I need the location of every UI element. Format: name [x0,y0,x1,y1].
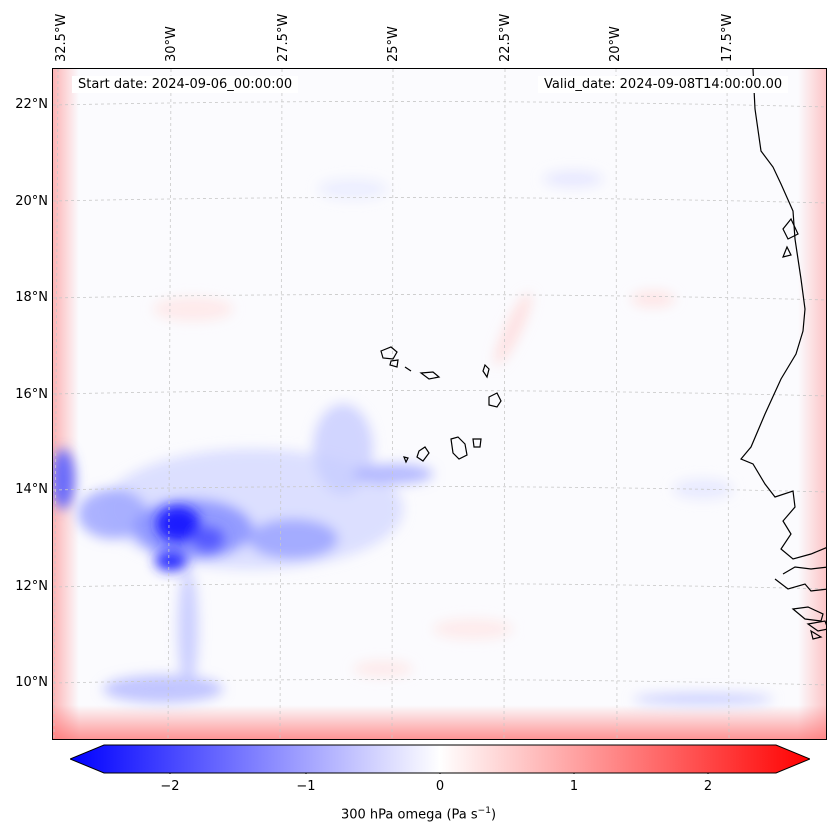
lon-label-30w: 30°W [164,26,179,62]
lon-label-22-5w: 22.5°W [498,13,513,62]
lon-label-32-5w: 32.5°W [54,13,69,62]
ascent-cluster [53,404,433,703]
colorbar-label: 300 hPa omega (Pa s−1) [340,806,497,823]
lon-label-17-5w: 17.5°W [720,13,735,62]
map-panel[interactable] [52,68,827,740]
cape-verde-islands [380,346,398,360]
colorbar-tick-neg1: −1 [296,779,316,794]
lon-label-25w: 25°W [386,26,401,62]
gridlines [53,69,826,739]
start-date-label: Start date: 2024-09-06_00:00:00 [72,76,299,93]
valid-date-label: Valid_date: 2024-09-08T14:00:00.00 [538,76,789,93]
lat-label-16n: 16°N [15,387,48,402]
colorbar-tick-1: 1 [569,779,579,794]
lon-label-20w: 20°W [608,26,623,62]
ascent-core [155,506,224,571]
lat-label-10n: 10°N [15,675,48,690]
lat-label-20n: 20°N [15,194,48,209]
lat-label-18n: 18°N [15,290,48,305]
lat-label-22n: 22°N [15,97,48,112]
colorbar [70,744,810,774]
colorbar-tick-neg2: −2 [160,779,180,794]
weak-omega-features [153,171,773,705]
colorbar-tick-2: 2 [703,779,713,794]
colorbar-tick-0: 0 [435,779,445,794]
coastlines [380,69,826,640]
lon-label-27-5w: 27.5°W [276,13,291,62]
africa-coastline [740,69,826,560]
boundary-zone [53,69,826,739]
lat-label-14n: 14°N [15,482,48,497]
lat-label-12n: 12°N [15,579,48,594]
omega-field-map [53,69,826,739]
